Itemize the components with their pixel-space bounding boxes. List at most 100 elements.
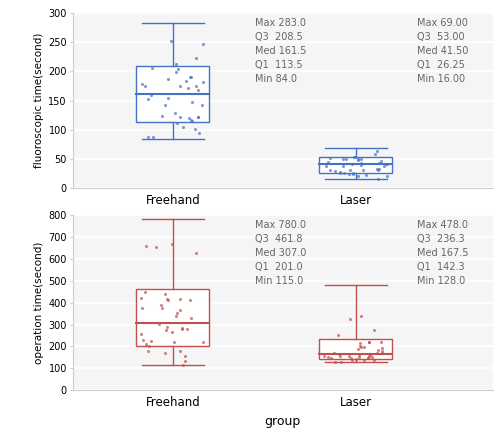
Point	[172, 313, 179, 320]
Point	[339, 162, 347, 169]
Point	[339, 155, 347, 162]
Point	[188, 118, 196, 125]
Bar	[319, 338, 392, 359]
Point	[350, 153, 358, 160]
Point	[342, 155, 350, 162]
Point	[364, 353, 372, 360]
Point	[383, 173, 391, 180]
Point	[141, 82, 149, 89]
Point	[172, 109, 179, 116]
Point	[191, 126, 199, 133]
Point	[188, 99, 196, 106]
Point	[144, 133, 152, 140]
Point	[322, 163, 330, 170]
Point	[364, 354, 372, 361]
Point	[328, 354, 336, 361]
Point	[199, 41, 207, 48]
Point	[163, 295, 171, 302]
Point	[374, 166, 382, 173]
Point	[199, 338, 207, 345]
Point	[168, 240, 176, 247]
Point	[164, 76, 172, 83]
Point	[161, 350, 169, 356]
Point	[346, 166, 354, 173]
Point	[136, 331, 144, 338]
Point	[192, 250, 200, 257]
Point	[348, 160, 356, 167]
Point	[366, 351, 374, 358]
Point	[149, 133, 157, 140]
Point	[365, 339, 373, 346]
Point	[356, 342, 364, 349]
Text: Max 780.0
Q3  461.8
Med 307.0
Q1  201.0
Min 115.0: Max 780.0 Q3 461.8 Med 307.0 Q1 201.0 Mi…	[255, 220, 306, 286]
Point	[374, 175, 382, 182]
Point	[355, 354, 363, 361]
Point	[186, 297, 194, 304]
Point	[383, 161, 391, 168]
Point	[172, 69, 180, 76]
Point	[156, 301, 164, 308]
Point	[354, 155, 362, 162]
Point	[176, 296, 184, 302]
Point	[352, 356, 360, 363]
Point	[332, 167, 340, 174]
Point	[349, 171, 357, 178]
Point	[176, 347, 184, 354]
Point	[331, 358, 339, 365]
Point	[168, 329, 176, 335]
Point	[163, 324, 171, 331]
Point	[324, 159, 332, 166]
Point	[138, 336, 146, 343]
Point	[182, 326, 190, 332]
Point	[187, 117, 195, 124]
Point	[178, 325, 186, 332]
Bar	[319, 157, 392, 173]
Point	[182, 78, 190, 85]
Point	[145, 343, 153, 350]
Point	[320, 352, 328, 359]
Point	[362, 172, 370, 178]
Y-axis label: operation time(second): operation time(second)	[34, 242, 44, 364]
Point	[326, 154, 334, 161]
Point	[352, 153, 360, 160]
Point	[336, 353, 344, 360]
Point	[378, 347, 386, 354]
Point	[148, 338, 156, 344]
Point	[170, 339, 178, 346]
Point	[138, 80, 146, 87]
Point	[179, 123, 187, 130]
Point	[357, 156, 365, 163]
Point	[348, 354, 356, 361]
Point	[168, 37, 175, 44]
Point	[374, 349, 382, 356]
Point	[176, 82, 184, 89]
Point	[186, 74, 194, 81]
Text: Max 478.0
Q3  236.3
Med 167.5
Q1  142.3
Min 128.0: Max 478.0 Q3 236.3 Med 167.5 Q1 142.3 Mi…	[417, 220, 469, 286]
Point	[370, 357, 378, 364]
Point	[365, 339, 373, 346]
Point	[138, 305, 145, 312]
Point	[180, 352, 188, 359]
Point	[354, 346, 362, 353]
Point	[192, 54, 200, 61]
Point	[194, 87, 202, 94]
X-axis label: group: group	[264, 414, 300, 428]
Point	[378, 350, 386, 356]
Point	[194, 113, 202, 120]
Point	[174, 66, 182, 73]
Point	[340, 169, 348, 176]
Point	[337, 359, 345, 366]
Point	[324, 353, 332, 360]
Point	[349, 169, 357, 176]
Point	[358, 344, 366, 350]
Point	[173, 310, 181, 317]
Point	[336, 169, 344, 176]
Point	[357, 161, 365, 168]
Point	[162, 327, 170, 334]
Point	[326, 166, 334, 173]
Point	[164, 297, 172, 304]
Point	[152, 244, 160, 251]
Point	[336, 350, 344, 357]
Point	[184, 85, 192, 92]
Point	[346, 316, 354, 323]
